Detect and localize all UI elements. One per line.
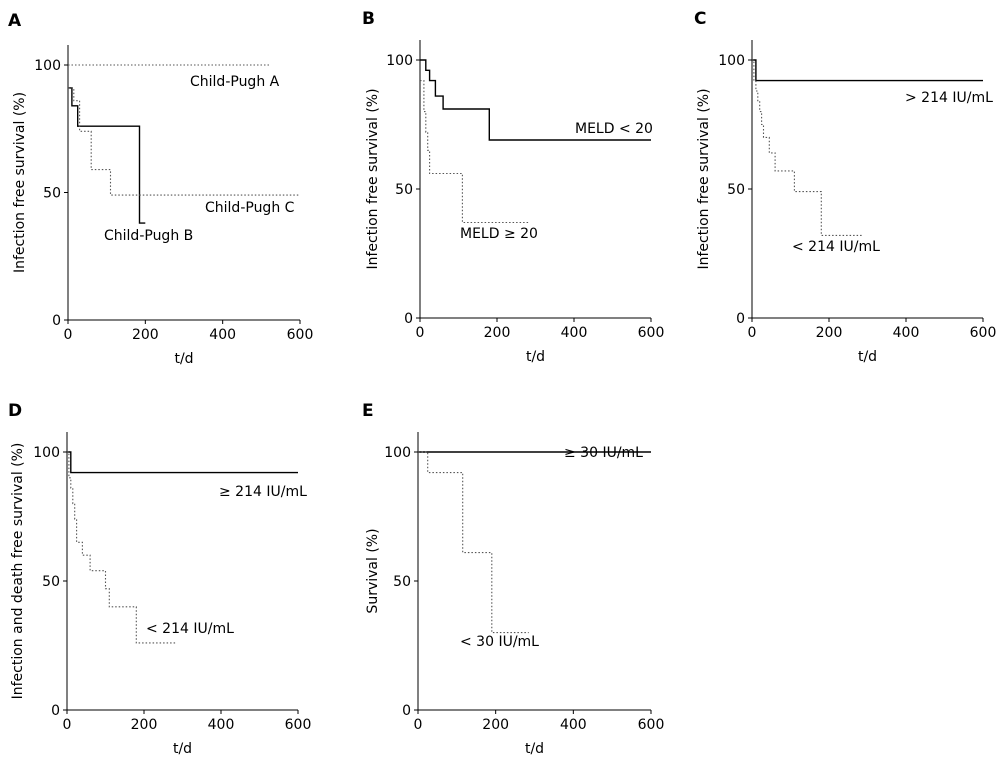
panel-letter: C (694, 9, 706, 29)
y-axis-label: Infection free survival (%) (696, 88, 712, 269)
series-label: > 214 IU/mL (905, 90, 993, 106)
x-tick-label: 0 (63, 717, 72, 733)
series-label: Child-Pugh B (104, 228, 193, 244)
y-axis-label: Infection free survival (%) (365, 88, 381, 269)
y-tick-label: 50 (393, 574, 411, 590)
y-tick-label: 0 (736, 311, 745, 327)
series-label: < 214 IU/mL (146, 621, 234, 637)
series-label: ≥ 30 IU/mL (564, 445, 643, 461)
y-tick-label: 50 (42, 574, 60, 590)
series-line-2 (418, 451, 529, 634)
x-tick-label: 600 (638, 325, 665, 341)
x-tick-label: 400 (893, 325, 920, 341)
y-tick-label: 0 (51, 703, 60, 719)
y-tick-label: 50 (727, 182, 745, 198)
x-axis-label: t/d (858, 349, 877, 365)
y-tick-label: 50 (395, 182, 413, 198)
x-tick-label: 400 (560, 717, 587, 733)
series-line-1 (752, 59, 983, 82)
series-line-3 (68, 87, 300, 196)
x-tick-label: 200 (484, 325, 511, 341)
x-axis-label: t/d (526, 349, 545, 365)
panel-c: C 0 200 400 600 0 50 100 t/d Infection free survi… (694, 9, 996, 365)
y-axis-label: Survival (%) (365, 528, 381, 613)
x-tick-label: 600 (638, 717, 665, 733)
series-label: < 214 IU/mL (792, 239, 880, 255)
x-tick-label: 400 (561, 325, 588, 341)
y-tick-label: 50 (43, 186, 61, 202)
series-label: MELD ≥ 20 (460, 226, 538, 242)
x-axis-label: t/d (173, 741, 192, 757)
x-tick-label: 200 (816, 325, 843, 341)
x-tick-label: 0 (748, 325, 757, 341)
panel-letter: D (8, 401, 22, 421)
x-tick-label: 600 (970, 325, 997, 341)
x-tick-label: 200 (482, 717, 509, 733)
y-tick-label: 0 (52, 313, 61, 329)
x-tick-label: 400 (208, 717, 235, 733)
panel-letter: A (8, 11, 22, 31)
y-axis-label: Infection free survival (%) (12, 92, 28, 273)
x-tick-label: 400 (209, 327, 236, 343)
series-label: MELD < 20 (575, 121, 653, 137)
panel-letter: B (362, 9, 375, 29)
x-tick-label: 0 (416, 325, 425, 341)
series-label: ≥ 214 IU/mL (219, 484, 307, 500)
x-tick-label: 600 (287, 327, 314, 343)
panel-a: A 0 200 400 600 0 50 100 t/d Infection free survi… (8, 11, 313, 367)
x-tick-label: 600 (285, 717, 312, 733)
x-tick-label: 0 (64, 327, 73, 343)
x-tick-label: 200 (132, 327, 159, 343)
y-axis-label: Infection and death free survival (%) (10, 443, 26, 700)
x-axis-label: t/d (174, 351, 193, 367)
panel-letter: E (362, 401, 374, 421)
y-tick-label: 100 (386, 53, 413, 69)
panel-b: B 0 200 400 600 0 50 100 t/d Infection free survi… (362, 9, 664, 365)
series-label: Child-Pugh C (205, 200, 295, 216)
series-line-2 (752, 59, 862, 236)
y-tick-label: 100 (384, 445, 411, 461)
x-axis-label: t/d (525, 741, 544, 757)
x-tick-label: 200 (131, 717, 158, 733)
panel-d: D 0 200 400 600 0 50 100 t/d Infection and death … (8, 401, 311, 757)
y-tick-label: 0 (404, 311, 413, 327)
series-label: < 30 IU/mL (460, 634, 539, 650)
y-tick-label: 100 (33, 445, 60, 461)
series-line-2 (67, 451, 177, 644)
series-line-2 (420, 80, 530, 224)
series-line-1 (420, 59, 651, 141)
series-line-2 (68, 87, 146, 224)
y-tick-label: 100 (718, 53, 745, 69)
x-tick-label: 0 (414, 717, 423, 733)
panel-e: E 0 200 400 600 0 50 100 t/d Survival (%) ≥ 30 IU/… (362, 401, 664, 757)
y-tick-label: 0 (402, 703, 411, 719)
y-tick-label: 100 (34, 58, 61, 74)
series-line-1 (67, 451, 298, 474)
series-label: Child-Pugh A (190, 74, 280, 90)
